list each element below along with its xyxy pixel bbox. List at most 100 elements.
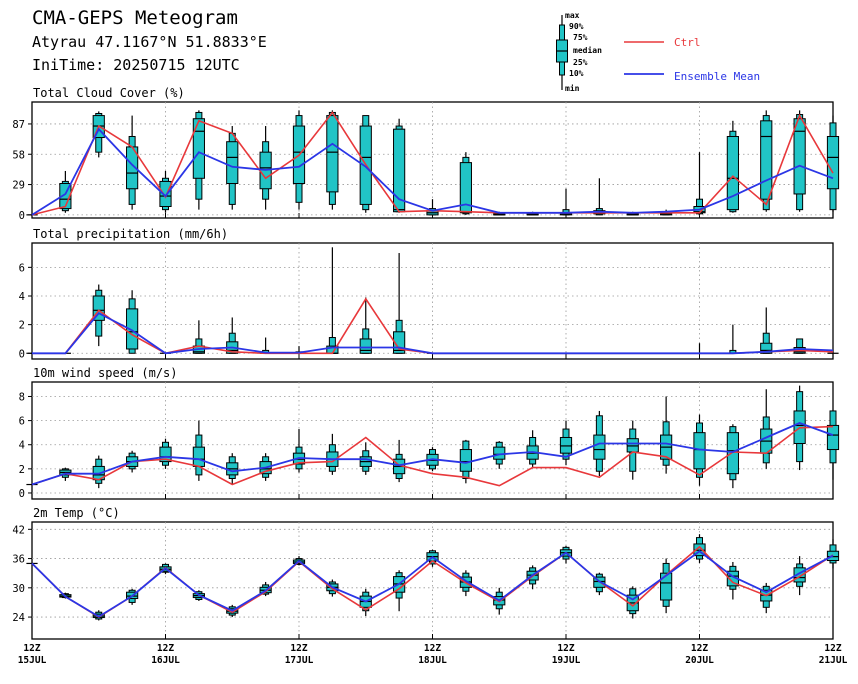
box-plot [793,556,806,596]
x-tick-date: 16JUL [151,655,180,666]
box-iqr [726,135,739,211]
box-plot [326,110,339,210]
legend-box-label: 75% [573,33,588,42]
box-iqr [793,118,806,195]
box-iqr [159,180,172,208]
box-plot [126,115,139,210]
box-iqr [326,115,339,193]
legend: max 90% 75% median 25% 10% min Ctrl Ensemble Mea… [556,11,760,93]
y-tick-label: 87 [12,119,25,131]
y-tick-label: 58 [12,149,25,161]
ensemble-mean-line [31,127,834,216]
location-label: Atyrau 47.1167°N 51.8833°E [32,33,267,51]
box-plot [693,152,706,215]
box-plot [760,307,773,354]
box-iqr [559,436,573,454]
box-plot [192,110,205,210]
box-plot [493,211,506,216]
box-iqr [826,424,840,451]
box-plot [126,290,139,354]
box-iqr [660,572,673,601]
box-plot [826,539,840,569]
box-plot [192,420,205,481]
box-plot [326,433,339,475]
box-plot [726,424,739,489]
box-iqr [693,432,706,470]
box-plot [326,247,339,354]
y-tick-label: 6 [19,416,25,428]
y-tick-label: 30 [12,583,25,595]
box-plot [159,438,172,469]
ensemble-mean-line [31,422,834,486]
box-plot [426,199,439,216]
box-plot [593,178,606,216]
x-tick-date: 15JUL [18,655,47,666]
legend-box-label: 90% [569,22,584,31]
box-iqr [192,118,205,179]
box-plot [359,297,372,354]
chart-title: CMA-GEPS Meteogram [32,7,238,29]
box-iqr [493,446,506,460]
box-iqr [159,446,172,463]
y-tick-label: 24 [12,612,25,624]
init-time-label: IniTime: 20250715 12UTC [32,56,240,74]
x-tick-date: 21JUL [819,655,848,666]
x-tick-hour: 12Z [557,643,574,654]
box-plot [760,110,773,212]
y-tick-label: 2 [19,464,25,476]
box-iqr [626,438,639,453]
box-plot [393,253,406,354]
panel-3: 10m wind speed (m/s) 0 2 4 6 8 [19,366,840,500]
box-plot [826,410,840,480]
legend-ctrl-label: Ctrl [674,36,701,49]
y-tick-label: 42 [12,524,25,536]
panel-2: Total precipitation (mm/6h) 0 2 4 6 [19,227,839,360]
panel-4: 2m Temp (°C) 24 30 36 42 [12,506,840,640]
panel-title: 2m Temp (°C) [33,506,120,520]
box-plot [826,115,840,212]
box-iqr [126,308,139,350]
box-iqr [393,331,406,354]
x-tick-hour: 12Z [691,643,708,654]
box-plot [660,558,673,614]
box-iqr [59,183,72,210]
box-iqr [459,162,472,214]
panels: Total Cloud Cover (%) 0 29 58 87 Total precip… [12,86,840,640]
y-tick-label: 0 [19,210,25,222]
x-tick-hour: 12Z [824,643,841,654]
x-tick-date: 19JUL [552,655,581,666]
y-tick-label: 8 [19,391,25,403]
box-iqr [593,434,606,460]
panel-frame [31,242,834,360]
y-tick-label: 4 [19,440,25,452]
box-plot [526,430,539,468]
x-tick-hour: 12Z [424,643,441,654]
y-tick-label: 36 [12,554,25,566]
legend-box-label: min [565,83,580,93]
box-plot [727,324,739,354]
box-iqr [226,141,239,185]
ensemble-mean-line [32,312,834,355]
box-iqr [359,338,372,354]
box-iqr [793,567,806,583]
legend-box-label: 25% [573,58,588,67]
x-tick-date: 20JUL [685,655,714,666]
x-tick-date: 17JUL [285,655,314,666]
box-iqr [760,342,773,354]
box-plot [760,389,773,469]
box-plot [559,188,573,216]
y-tick-label: 4 [19,291,25,303]
box-iqr [760,120,773,200]
x-axis: 12Z15JUL12Z16JUL12Z17JUL12Z18JUL12Z19JUL… [18,643,848,666]
legend-box-label: 10% [569,69,584,78]
panel-title: Total Cloud Cover (%) [33,86,185,100]
panel-title: 10m wind speed (m/s) [33,366,178,380]
box-plot [226,453,239,485]
box-plot [660,396,673,474]
box-iqr [92,295,105,321]
box-plot [559,420,573,466]
box-plot [693,534,706,563]
box-plot [259,126,272,210]
